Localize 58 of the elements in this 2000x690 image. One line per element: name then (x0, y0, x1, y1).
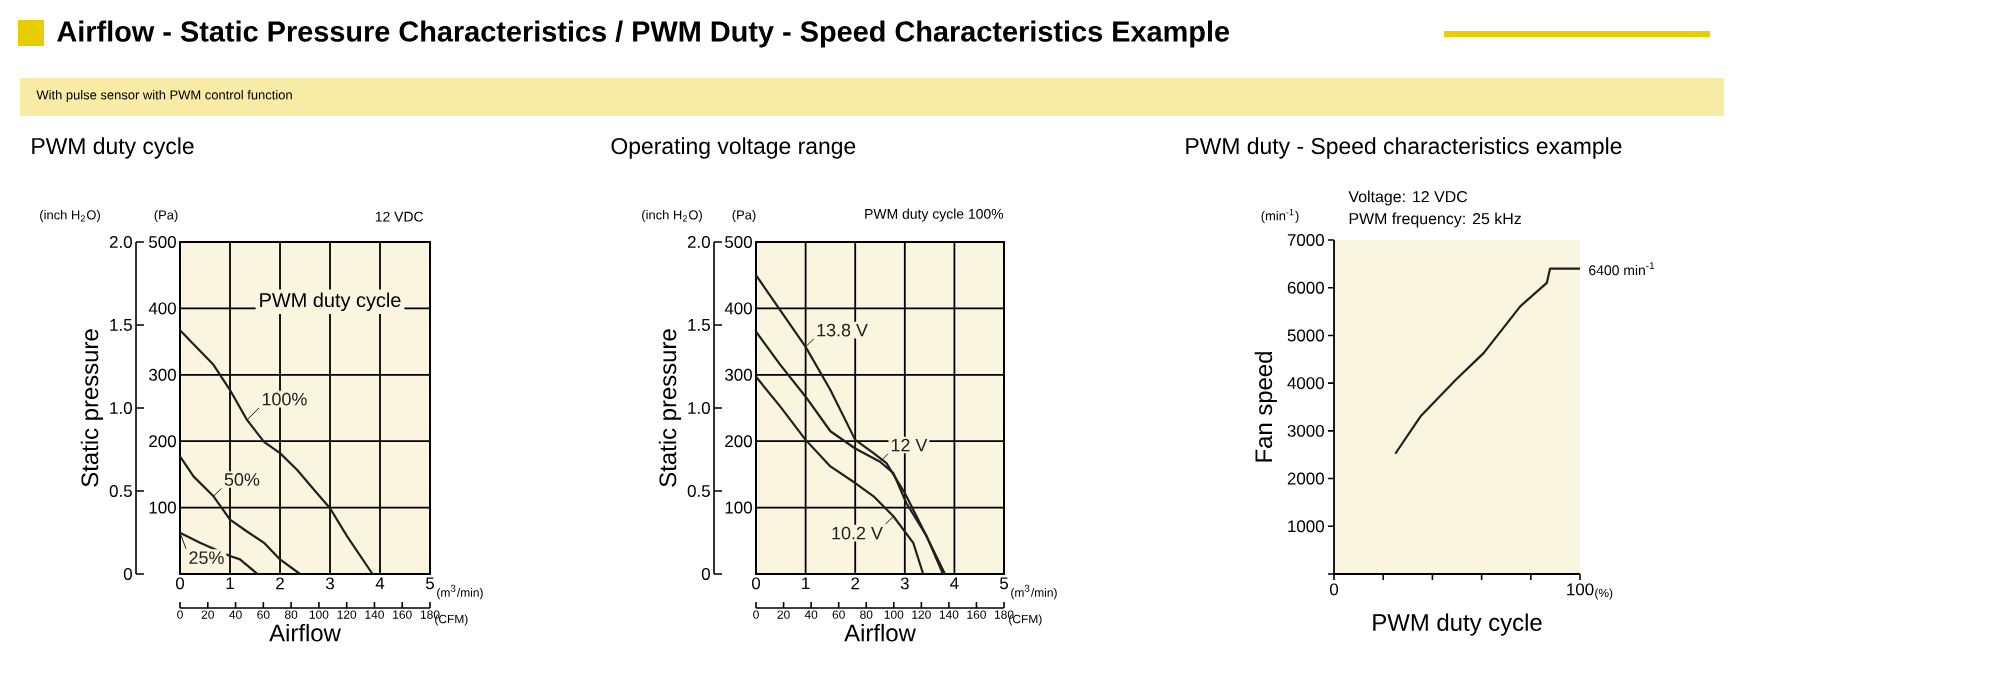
x-tick-label: 1 (226, 577, 234, 590)
x-axis-title: PWM duty cycle (1373, 613, 1542, 636)
chart-title: Operating voltage range (611, 137, 856, 159)
x-tick-label: 4 (375, 577, 385, 590)
y2-tick-label: 200 (149, 435, 176, 448)
chart-title: PWM duty cycle (32, 137, 194, 159)
y-tick-label: 2.0 (687, 236, 710, 248)
y-tick-label: 1.0 (110, 402, 132, 414)
x-tick-label: 5 (999, 577, 1009, 590)
y-tick-label: 6000 (1287, 281, 1324, 294)
y2-tick-label: 100 (725, 501, 752, 514)
y-axis-title: Static pressure (80, 329, 104, 487)
x-tick-label: 3 (900, 577, 909, 590)
y-tick-label: 5000 (1287, 329, 1324, 342)
y2-tick-label: 300 (725, 368, 752, 381)
y-tick-label: 2.0 (109, 236, 132, 248)
legend-title: PWM duty cycle (260, 292, 401, 312)
y2-tick-label: 500 (725, 236, 752, 248)
y2-tick-label: 100 (149, 501, 176, 514)
legend-label: 10.2 V (832, 526, 883, 540)
y2-tick-label: 200 (725, 435, 752, 448)
y-tick-label: 0.5 (687, 485, 710, 497)
y2-tick-label: 500 (149, 236, 176, 248)
y2-tick-label: 300 (149, 368, 176, 381)
y-tick-label: 0 (123, 568, 132, 580)
y-tick-label: 4000 (1287, 377, 1324, 390)
chart-title: PWM duty - Speed characteristics example (1186, 137, 1622, 159)
x-tick-label: 0 (1329, 583, 1339, 596)
y-tick-label: 1.5 (110, 319, 132, 331)
x-tick-label: 0 (751, 577, 761, 590)
y-tick-label: 1.5 (688, 319, 710, 331)
legend-label: 25% (189, 551, 224, 565)
x-axis-title: Airflow (844, 623, 916, 642)
series-label: 100% (262, 392, 307, 406)
x-tick-label: 3 (325, 577, 334, 590)
series-label: 50% (224, 473, 260, 486)
text: Airflow - Static Pressure Characteristics / PWM Duty - Speed Characteristics Example (57, 20, 1230, 48)
x-tick-label: 2 (851, 577, 860, 590)
y-tick-label: 0 (701, 568, 710, 580)
x-tick-label: 1 (802, 577, 810, 590)
x-tick-label: 5 (425, 577, 435, 590)
series-label: 13.8 V (817, 323, 868, 337)
x-tick-label: 0 (175, 577, 185, 590)
series-label: 12 V (891, 438, 928, 452)
y-tick-label: 1000 (1288, 520, 1324, 533)
x-tick-label: 2 (276, 577, 284, 590)
x-axis-title: Airflow (269, 623, 341, 642)
y-tick-label: 3000 (1287, 424, 1324, 437)
x-tick-label: 100 (1567, 583, 1594, 596)
y2-tick-label: 400 (724, 302, 752, 315)
y-tick-label: 0.5 (109, 485, 132, 497)
y2-tick-label: 400 (148, 302, 176, 315)
y-tick-label: 7000 (1287, 234, 1324, 246)
y-axis-title: Static pressure (658, 329, 682, 487)
x-tick-label: 4 (950, 577, 959, 590)
y-tick-label: 1.0 (688, 402, 710, 414)
y-tick-label: 2000 (1287, 472, 1324, 485)
y-axis-title: Fan speed (1254, 352, 1277, 462)
